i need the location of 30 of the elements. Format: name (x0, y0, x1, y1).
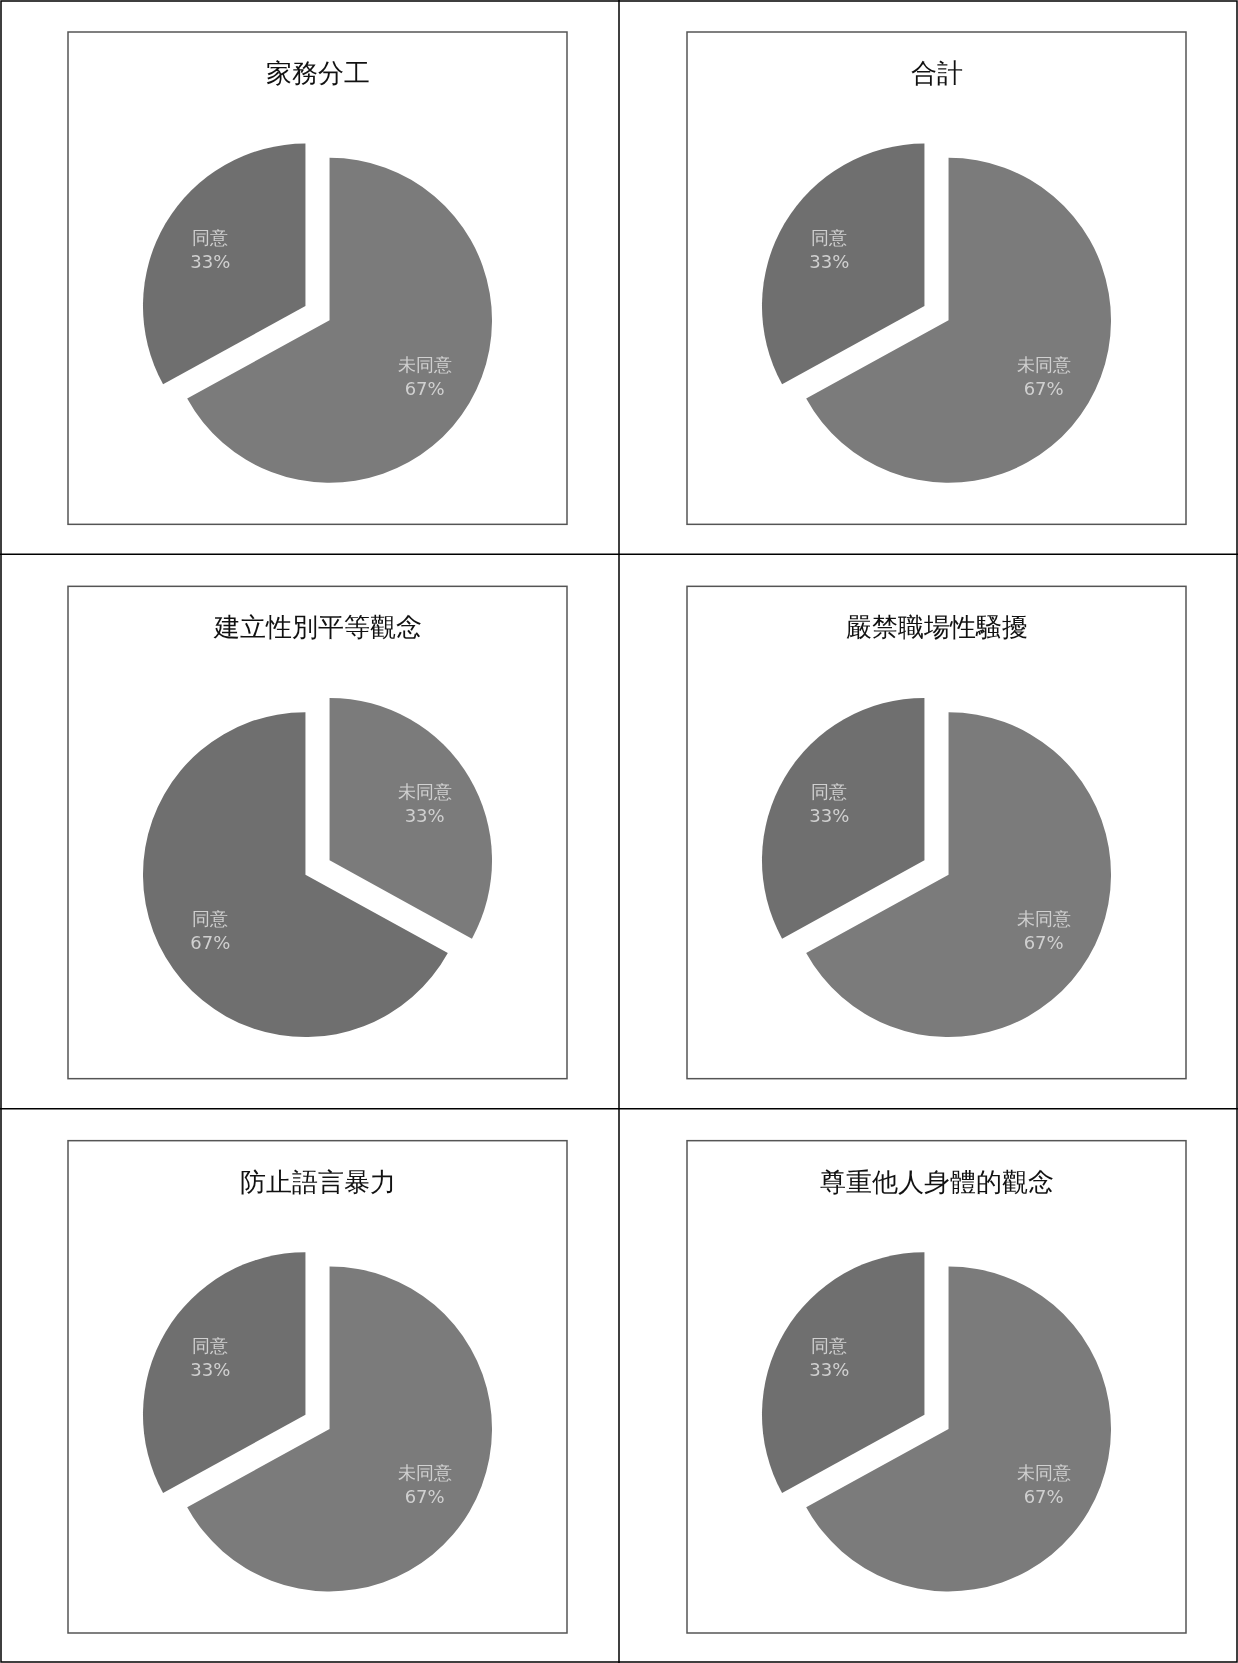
data-label: 67% (404, 377, 445, 399)
slice-label: 同意 (192, 226, 229, 248)
data-label: 33% (190, 250, 231, 272)
slice-label: 同意 (811, 781, 848, 803)
slice-label: 未同意 (1016, 353, 1071, 375)
slice-label: 同意 (811, 226, 848, 248)
data-label: 67% (1023, 377, 1064, 399)
data-label: 67% (1023, 1486, 1064, 1508)
slice-label: 未同意 (397, 1462, 452, 1484)
data-label: 67% (190, 931, 231, 953)
slice-label: 未同意 (1016, 907, 1071, 929)
data-label: 67% (1023, 931, 1064, 953)
chart-title: 防止語言暴力 (239, 1166, 396, 1197)
data-label: 33% (190, 1359, 231, 1381)
chart-title: 合計 (910, 58, 963, 88)
data-label: 33% (809, 250, 850, 272)
data-label: 33% (404, 805, 445, 827)
chart-title: 建立性別平等觀念 (212, 612, 422, 643)
slice-label: 同意 (192, 907, 229, 929)
data-label: 33% (809, 1359, 850, 1381)
slice-label: 同意 (811, 1335, 848, 1357)
chart-title: 家務分工 (265, 58, 370, 88)
slice-label: 未同意 (397, 353, 452, 375)
slice-label: 未同意 (1016, 1462, 1071, 1484)
data-label: 67% (404, 1486, 445, 1508)
slice-label: 未同意 (397, 781, 452, 803)
chart-title: 尊重他人身體的觀念 (819, 1166, 1054, 1197)
data-label: 33% (809, 805, 850, 827)
slice-label: 同意 (192, 1335, 229, 1357)
chart-title: 嚴禁職場性騷擾 (845, 612, 1028, 643)
